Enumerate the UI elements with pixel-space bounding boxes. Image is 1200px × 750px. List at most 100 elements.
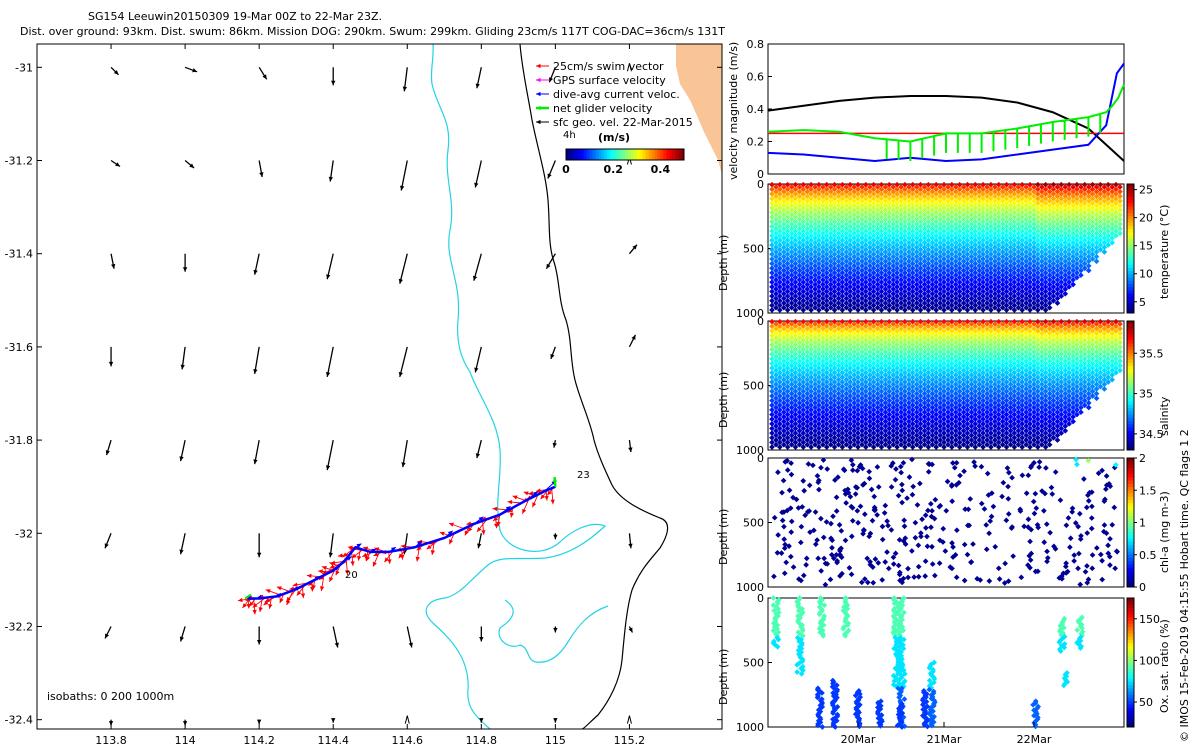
section-point	[874, 188, 881, 195]
section-point	[796, 198, 803, 204]
section-point	[784, 274, 791, 281]
swim-vector-head	[342, 552, 348, 558]
section-point	[816, 237, 822, 244]
section-point	[909, 205, 916, 211]
geo-arrow	[104, 626, 112, 639]
geo-arrow	[179, 626, 186, 642]
section-point	[929, 225, 936, 232]
swim-vector	[550, 488, 555, 505]
section-point	[902, 214, 908, 220]
section-point	[804, 184, 811, 190]
section-point	[906, 263, 912, 269]
section-point	[859, 188, 865, 195]
section-point	[913, 235, 920, 241]
section-point	[894, 214, 900, 220]
section-point	[870, 218, 877, 225]
section-point	[816, 205, 822, 211]
section-point	[874, 277, 881, 283]
section-point	[945, 193, 951, 200]
section-point	[890, 286, 897, 292]
geo-arrow	[406, 626, 413, 648]
section-point	[906, 221, 912, 227]
section-point	[937, 235, 944, 241]
section-point	[800, 246, 807, 253]
section-point	[812, 277, 818, 283]
section-point	[808, 232, 814, 239]
section-point	[945, 304, 951, 311]
map-ytick-label: -31.6	[5, 341, 33, 354]
section-point	[878, 242, 885, 248]
geo-arrow	[253, 346, 260, 374]
map-xtick-label: 115.2	[614, 734, 646, 747]
section-point	[870, 279, 877, 285]
section-point	[909, 307, 916, 313]
section-point	[886, 223, 893, 230]
swim-vector	[384, 550, 394, 563]
section-point	[862, 274, 869, 281]
section-point	[866, 239, 873, 246]
section-point	[796, 258, 803, 265]
section-colorbar-segment	[1127, 190, 1134, 195]
section-point	[843, 263, 850, 269]
section-point	[847, 274, 854, 281]
section-point	[780, 295, 787, 302]
glider-track-line	[248, 485, 556, 600]
section-point	[796, 249, 803, 255]
section-point	[808, 218, 814, 225]
section-point	[800, 242, 807, 248]
section-colorbar-segment	[1127, 280, 1134, 285]
section-point	[812, 207, 818, 214]
section-point	[890, 281, 897, 288]
section-point	[941, 228, 947, 234]
section-point	[804, 281, 811, 288]
section-point	[776, 274, 783, 281]
section-point	[933, 237, 940, 244]
section-point	[804, 225, 811, 232]
geo-arrow-head	[401, 462, 406, 468]
section-point	[831, 200, 838, 207]
section-colorbar-segment	[1127, 248, 1134, 253]
section-point	[780, 300, 787, 306]
section-point	[933, 279, 940, 285]
section-point	[870, 214, 877, 220]
section-point	[823, 181, 830, 188]
section-point	[882, 188, 889, 195]
section-point	[823, 270, 830, 276]
geo-arrow-head	[325, 372, 331, 377]
section-point	[796, 272, 803, 279]
section-point	[847, 265, 854, 272]
section-point	[851, 244, 858, 251]
section-point	[906, 258, 912, 265]
section-point	[906, 304, 912, 311]
section-point	[769, 302, 775, 309]
section-point	[820, 277, 826, 283]
section-point	[909, 279, 916, 285]
section-point	[941, 214, 947, 220]
section-point	[796, 207, 803, 214]
section-point	[862, 279, 869, 285]
section-point	[792, 256, 799, 262]
section-point	[925, 218, 932, 225]
section-point	[804, 235, 811, 241]
section-point	[866, 258, 873, 265]
section-point	[894, 274, 900, 281]
section-point	[812, 258, 818, 265]
section-point	[929, 295, 936, 302]
section-colorbar-segment	[1127, 254, 1134, 259]
colorbar-segment	[648, 149, 653, 160]
section-point	[843, 277, 850, 283]
swim-vector-head	[374, 547, 380, 552]
section-point	[882, 193, 889, 200]
section-point	[851, 304, 858, 311]
section-point	[792, 191, 799, 197]
geo-arrow	[110, 253, 116, 269]
section-point	[780, 235, 787, 241]
section-point	[859, 300, 865, 306]
section-point	[812, 193, 818, 200]
section-point	[909, 186, 916, 193]
swim-vector-head	[366, 556, 371, 562]
section-point	[769, 256, 775, 262]
section-point	[843, 221, 850, 227]
section-point	[804, 198, 811, 204]
section-point	[870, 251, 877, 258]
